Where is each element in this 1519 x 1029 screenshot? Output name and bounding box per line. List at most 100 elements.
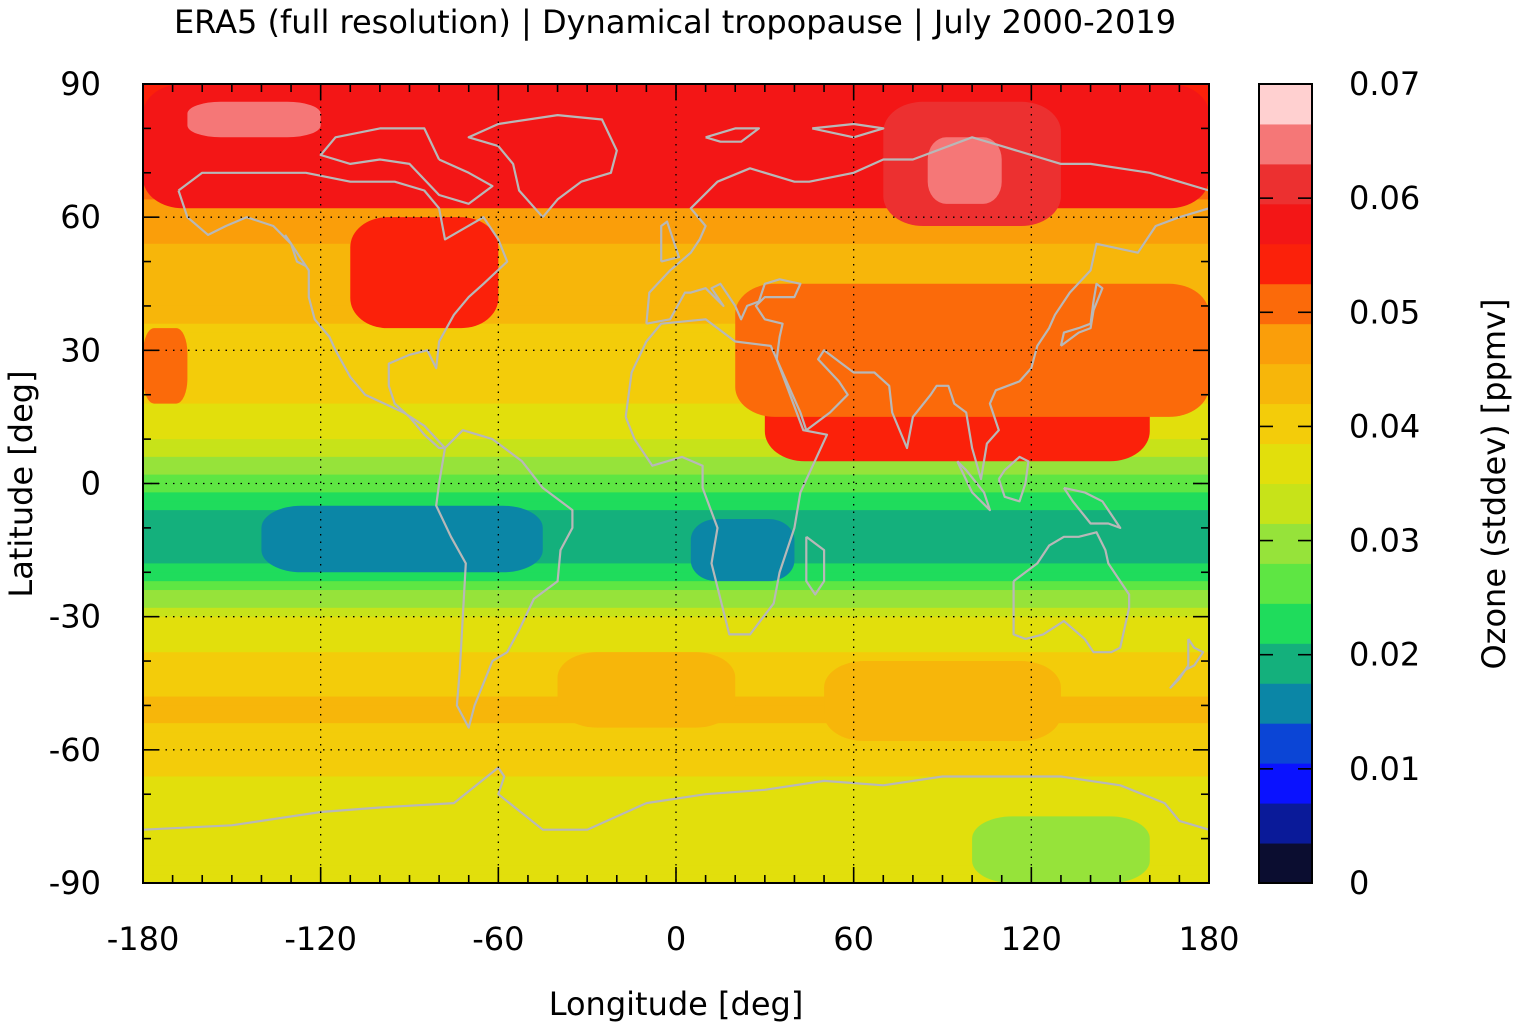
y-tick-label: -60: [49, 731, 101, 769]
zonal-band: [143, 519, 1209, 529]
y-tick-label: 60: [60, 198, 101, 236]
colorbar: [1258, 83, 1313, 884]
x-tick-label: 180: [1178, 920, 1239, 958]
coastline: [435, 429, 574, 729]
x-tick-label: 60: [833, 920, 874, 958]
zonal-band: [143, 767, 1209, 778]
colorbar-tick-label: 0.05: [1349, 293, 1420, 331]
coastline: [1012, 531, 1131, 654]
coastline: [645, 136, 1210, 324]
colorbar-frame: [1258, 83, 1313, 884]
zonal-band: [143, 820, 1209, 831]
anomaly-region: [557, 652, 736, 728]
zonal-band: [143, 616, 1209, 627]
y-tick-label: 30: [60, 331, 101, 369]
zonal-band: [143, 581, 1209, 591]
coastline: [284, 234, 307, 267]
colorbar-segment: [1259, 763, 1312, 804]
zonal-band: [143, 811, 1209, 822]
colorbar-ticks: [1259, 83, 1312, 884]
colorbar-label: Ozone (stddev) [ppmv]: [1475, 298, 1513, 669]
zonal-band: [143, 385, 1209, 396]
colorbar-tick-label: 0.02: [1349, 636, 1420, 674]
colorbar-segment: [1259, 603, 1312, 644]
colorbar-tick-labels: 0.07 0.06 0.05 0.04 0.03 0.02 0.01 0: [1349, 65, 1420, 902]
colorbar-segment: [1259, 643, 1312, 684]
grid: [143, 84, 1209, 883]
coastline: [646, 207, 1210, 481]
colorbar-segment: [1259, 123, 1312, 165]
anomaly-region: [143, 328, 188, 404]
y-tick-label: -90: [49, 864, 101, 902]
anomaly-region: [350, 217, 499, 329]
y-tick-label: 0: [81, 465, 101, 503]
colorbar-segment: [1259, 243, 1312, 285]
anomaly-region: [972, 816, 1150, 883]
coastline: [1059, 282, 1104, 347]
zonal-band: [143, 856, 1209, 866]
x-tick-label: 120: [1001, 920, 1062, 958]
anomaly-region: [927, 137, 1002, 204]
zonal-band: [143, 270, 1209, 280]
colorbar-segment: [1259, 443, 1312, 484]
zonal-band: [143, 430, 1209, 440]
zonal-band: [143, 598, 1209, 609]
zonal-band: [143, 625, 1209, 636]
zonal-band: [143, 439, 1209, 449]
anomaly-region: [261, 505, 543, 573]
zonal-band: [143, 776, 1209, 786]
zonal-band: [143, 474, 1209, 485]
y-axis-label: Latitude [deg]: [2, 370, 40, 597]
colorbar-segment: [1259, 283, 1312, 325]
zonal-band: [143, 217, 1209, 227]
coastline: [467, 114, 618, 218]
coastline: [997, 455, 1030, 503]
zonal-band: [143, 226, 1209, 236]
colorbar-segment: [1259, 683, 1312, 724]
coastline: [956, 460, 991, 512]
zonal-band: [143, 554, 1209, 564]
zonal-band: [143, 234, 1209, 245]
colorbar-tick-label: 0.04: [1349, 407, 1420, 445]
coastline: [811, 122, 885, 139]
coastline: [624, 318, 829, 636]
zonal-band: [143, 332, 1209, 343]
colorbar-segment: [1259, 363, 1312, 405]
colorbar-segment: [1259, 523, 1312, 564]
anomaly-region: [187, 101, 321, 138]
anomaly-region: [735, 283, 1209, 417]
zonal-band: [143, 527, 1209, 538]
x-axis-label: Longitude [deg]: [549, 985, 804, 1023]
zonal-band: [143, 323, 1209, 334]
zonal-band: [143, 208, 1209, 218]
colorbar-segment: [1259, 483, 1312, 524]
zonal-band: [143, 740, 1209, 751]
coastline: [319, 127, 494, 205]
colorbar-tick-label: 0.03: [1349, 522, 1420, 560]
colorbar-segment: [1259, 84, 1312, 125]
axis-ticks: [142, 83, 1210, 884]
coastline: [805, 535, 826, 596]
colorbar-segment: [1259, 803, 1312, 844]
colorbar-segment: [1259, 563, 1312, 604]
y-tick-label: -30: [49, 598, 101, 636]
zonal-band: [143, 359, 1209, 369]
zonal-band: [143, 421, 1209, 431]
colorbar-segment: [1259, 323, 1312, 365]
x-tick-label: -180: [107, 920, 180, 958]
colorbar-segment: [1259, 723, 1312, 764]
zonal-band: [143, 368, 1209, 378]
zonal-band: [143, 838, 1209, 849]
y-tick-label: 90: [60, 65, 101, 103]
x-tick-labels: -180 -120 -60 0 60 120 180: [107, 920, 1240, 958]
zonal-band: [143, 501, 1209, 511]
coastline: [142, 766, 1210, 831]
zonal-band: [143, 723, 1209, 733]
x-tick-label: -60: [472, 920, 524, 958]
zonal-band: [143, 483, 1209, 493]
colorbar-tick-label: 0.01: [1349, 750, 1420, 788]
colorbar-tick-label: 0.06: [1349, 179, 1420, 217]
y-tick-labels: 90 60 30 0 -30 -60 -90: [49, 65, 101, 902]
zonal-band: [143, 643, 1209, 653]
